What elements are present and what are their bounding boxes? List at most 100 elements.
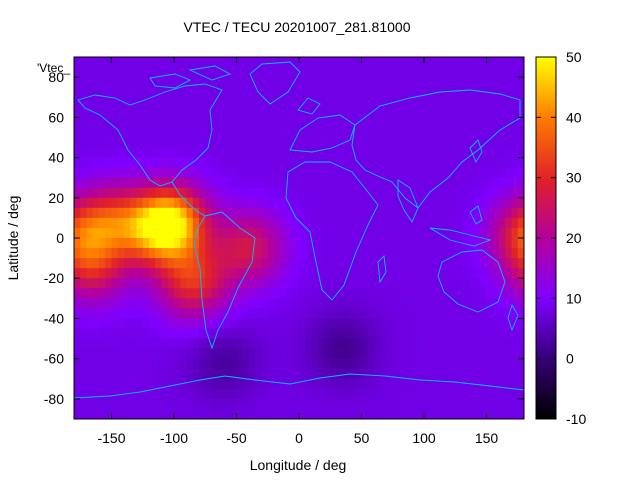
heatmap-cell — [286, 107, 294, 118]
heatmap-cell — [417, 358, 425, 370]
heatmap-cell — [236, 308, 244, 319]
heatmap-cell — [399, 278, 406, 289]
heatmap-cell — [292, 207, 300, 219]
heatmap-cell — [492, 368, 500, 380]
heatmap-cell — [230, 197, 237, 209]
heatmap-cell — [192, 87, 200, 98]
heatmap-cell — [342, 137, 350, 148]
heatmap-cell — [80, 137, 87, 148]
heatmap-cell — [436, 248, 444, 259]
heatmap-cell — [405, 97, 412, 108]
heatmap-cell — [392, 117, 400, 128]
heatmap-cell — [436, 258, 444, 269]
heatmap-cell — [167, 408, 175, 419]
heatmap-cell — [411, 77, 419, 88]
heatmap-cell — [317, 388, 325, 400]
heatmap-cell — [292, 67, 300, 78]
heatmap-cell — [186, 378, 194, 390]
heatmap-cell — [211, 117, 219, 128]
heatmap-cell — [411, 318, 419, 329]
heatmap-cell — [111, 77, 119, 88]
heatmap-cell — [142, 238, 150, 249]
heatmap-cell — [86, 348, 94, 360]
heatmap-cell — [305, 378, 312, 390]
heatmap-cell — [411, 268, 419, 279]
heatmap-cell — [342, 107, 350, 118]
heatmap-cell — [467, 278, 475, 289]
heatmap-cell — [155, 157, 162, 169]
heatmap-cell — [186, 157, 194, 169]
heatmap-cell — [86, 378, 94, 390]
heatmap-cell — [505, 268, 512, 279]
heatmap-cell — [242, 197, 250, 209]
colorbar-tick-label: 20 — [566, 230, 582, 246]
heatmap-cell — [192, 368, 200, 380]
heatmap-cell — [274, 378, 281, 390]
heatmap-cell — [117, 308, 125, 319]
heatmap-cell — [180, 207, 187, 219]
heatmap-cell — [167, 238, 175, 249]
heatmap-cell — [186, 217, 194, 229]
heatmap-cell — [105, 298, 112, 309]
heatmap-cell — [336, 398, 344, 410]
heatmap-cell — [155, 207, 162, 219]
heatmap-cell — [180, 368, 187, 380]
heatmap-cell — [430, 67, 437, 78]
heatmap-cell — [505, 238, 512, 249]
heatmap-cell — [130, 248, 137, 259]
heatmap-cell — [474, 117, 481, 128]
heatmap-cell — [174, 57, 181, 68]
heatmap-cell — [492, 57, 500, 68]
heatmap-cell — [492, 187, 500, 199]
heatmap-cell — [336, 268, 344, 279]
heatmap-cell — [355, 57, 362, 68]
heatmap-cell — [292, 358, 300, 370]
heatmap-cell — [192, 318, 200, 329]
heatmap-cell — [430, 187, 437, 199]
heatmap-cell — [405, 378, 412, 390]
heatmap-cell — [211, 107, 219, 118]
heatmap-cell — [374, 227, 381, 239]
heatmap-cell — [286, 398, 294, 410]
heatmap-cell — [367, 157, 375, 169]
heatmap-cell — [336, 97, 344, 108]
heatmap-cell — [392, 368, 400, 380]
heatmap-cell — [224, 117, 231, 128]
heatmap-cell — [149, 408, 156, 419]
heatmap-cell — [130, 107, 137, 118]
heatmap-cell — [486, 217, 494, 229]
heatmap-cell — [461, 278, 469, 289]
heatmap-cell — [474, 358, 481, 370]
x-tick-label: -100 — [160, 430, 188, 446]
heatmap-cell — [442, 248, 450, 259]
heatmap-cell — [174, 117, 181, 128]
heatmap-cell — [317, 258, 325, 269]
heatmap-cell — [161, 97, 169, 108]
heatmap-cell — [186, 408, 194, 419]
heatmap-cell — [461, 87, 469, 98]
heatmap-cell — [186, 358, 194, 370]
heatmap-cell — [261, 127, 269, 138]
heatmap-cell — [380, 378, 387, 390]
heatmap-cell — [386, 358, 394, 370]
heatmap-cell — [167, 117, 175, 128]
heatmap-cell — [86, 318, 94, 329]
heatmap-cell — [405, 248, 412, 259]
heatmap-cell — [192, 147, 200, 159]
heatmap-cell — [405, 77, 412, 88]
heatmap-cell — [511, 298, 519, 309]
heatmap-cell — [305, 197, 312, 209]
heatmap-cell — [149, 268, 156, 279]
heatmap-cell — [311, 177, 319, 189]
heatmap-cell — [136, 227, 144, 239]
heatmap-cell — [317, 187, 325, 199]
heatmap-cell — [80, 398, 87, 410]
heatmap-cell — [161, 157, 169, 169]
heatmap-cell — [499, 207, 506, 219]
heatmap-cell — [305, 97, 312, 108]
heatmap-cell — [461, 187, 469, 199]
heatmap-cell — [217, 227, 225, 239]
heatmap-cell — [467, 127, 475, 138]
heatmap-cell — [336, 187, 344, 199]
heatmap-cell — [342, 368, 350, 380]
